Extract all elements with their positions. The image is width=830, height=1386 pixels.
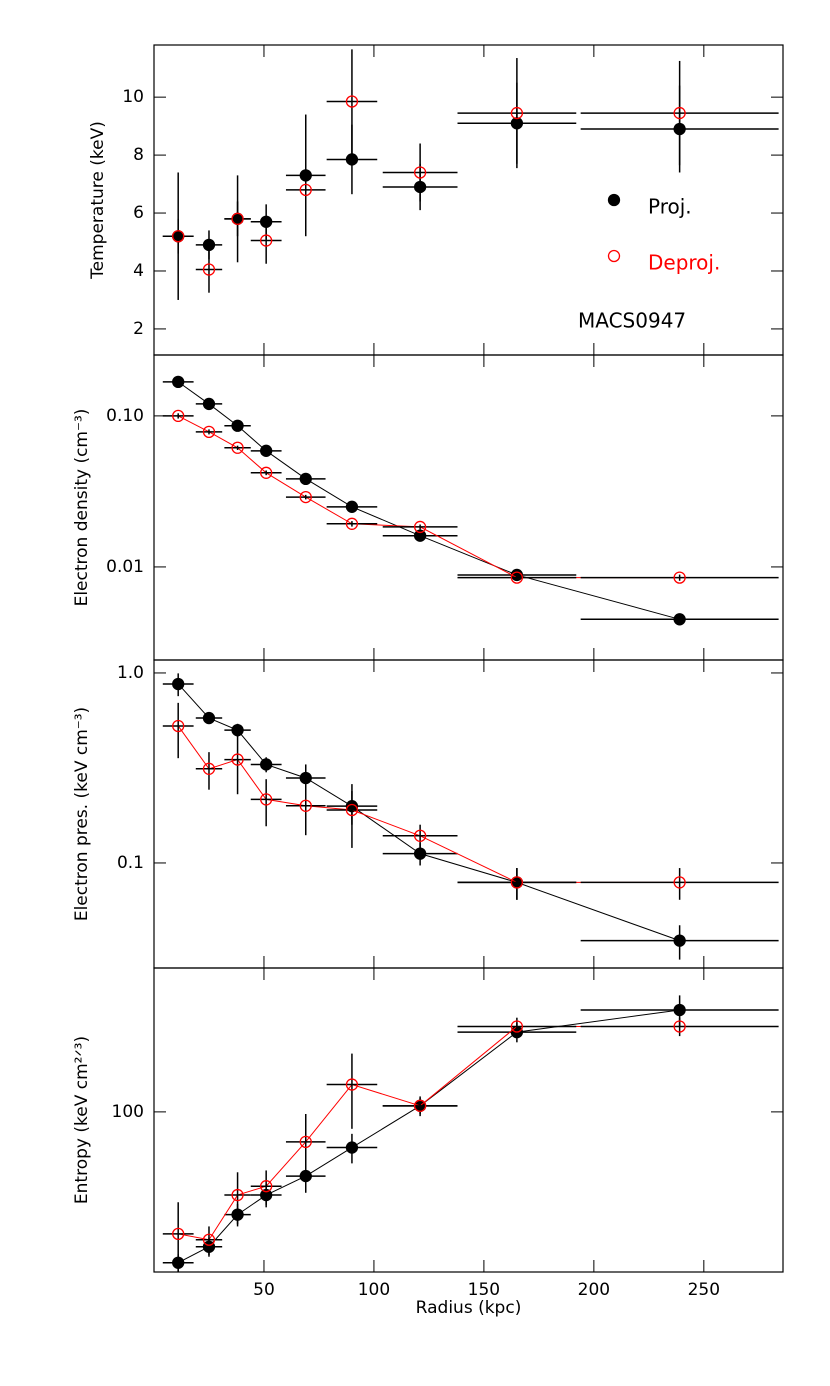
data-point [231,212,244,225]
y-axis-label: Temperature (keV) [88,121,108,280]
data-point [345,517,359,530]
data-point [299,771,312,785]
data-point [231,441,244,454]
data-point [345,1141,359,1154]
data-point [299,472,312,485]
data-point [172,230,185,243]
data-point [172,1227,185,1241]
y-tick-label: 6 [133,203,144,223]
series-line [177,683,680,942]
data-point [260,234,273,247]
series-line [177,1009,680,1264]
y-tick-label: 4 [133,261,144,281]
data-point [510,876,524,889]
data-point [260,1180,273,1193]
data-point [345,95,359,108]
data-point [231,724,244,737]
data-point [673,106,686,120]
data-point [673,1003,686,1017]
y-axis-label: Entropy (keV cm²ᐟ³) [72,1036,92,1204]
data-point [413,829,427,842]
plot-frame [153,967,784,1273]
data-point [260,758,273,771]
data-point [345,1078,359,1091]
y-tick-label: 8 [133,145,144,165]
legend-marker [607,249,621,263]
data-point [202,762,216,775]
x-tick-label: 150 [468,1280,500,1300]
data-point [345,803,359,817]
data-point [510,571,524,584]
annotation: MACS0947 [578,309,686,333]
y-axis-label: Electron density (cm⁻³) [72,409,92,607]
data-point [260,466,273,479]
y-tick-label: 0.01 [106,557,144,577]
data-point [231,753,244,766]
data-point [202,1233,216,1246]
data-point [673,876,686,889]
legend-label: Proj. [648,195,692,219]
data-point [413,847,427,860]
data-point [673,1020,686,1033]
x-tick-label: 50 [253,1280,275,1300]
y-tick-label: 1.0 [117,663,144,683]
y-tick-label: 0.1 [117,853,144,873]
data-point [172,719,185,733]
data-point [231,419,244,432]
data-point [260,444,273,457]
series-line [178,1025,680,1241]
x-tick-label: 200 [578,1280,610,1300]
data-point [172,409,185,423]
data-point [299,490,312,504]
data-point [673,613,686,626]
data-point [202,711,216,725]
data-point [345,153,359,166]
data-point [299,183,312,197]
data-point [673,934,686,947]
x-axis-label: Radius (kpc) [416,1298,522,1318]
data-point [413,1099,427,1112]
data-point [413,529,427,542]
data-point [202,425,216,439]
plot-frame [153,659,784,969]
data-point [413,520,427,534]
y-tick-label: 10 [122,87,144,107]
plot-frame [153,354,784,661]
data-point [299,1135,312,1149]
data-point [172,375,185,389]
y-tick-label: 0.10 [106,406,144,426]
series-line [177,381,680,620]
y-axis-label: Electron pres. (keV cm⁻³) [72,707,92,921]
data-point [260,793,273,806]
data-point [510,106,524,120]
data-point [202,397,216,411]
data-point [413,166,427,179]
data-point [673,571,686,584]
data-point [202,263,216,276]
data-point [510,1020,524,1033]
legend-label: Deproj. [648,251,720,275]
legend-marker [607,193,621,207]
data-point [299,799,312,812]
data-point [172,677,185,691]
data-point [231,1188,244,1202]
y-tick-label: 2 [133,319,144,339]
x-tick-label: 100 [358,1280,390,1300]
y-tick-label: 100 [112,1102,144,1122]
x-tick-label: 250 [688,1280,720,1300]
data-point [345,500,359,513]
